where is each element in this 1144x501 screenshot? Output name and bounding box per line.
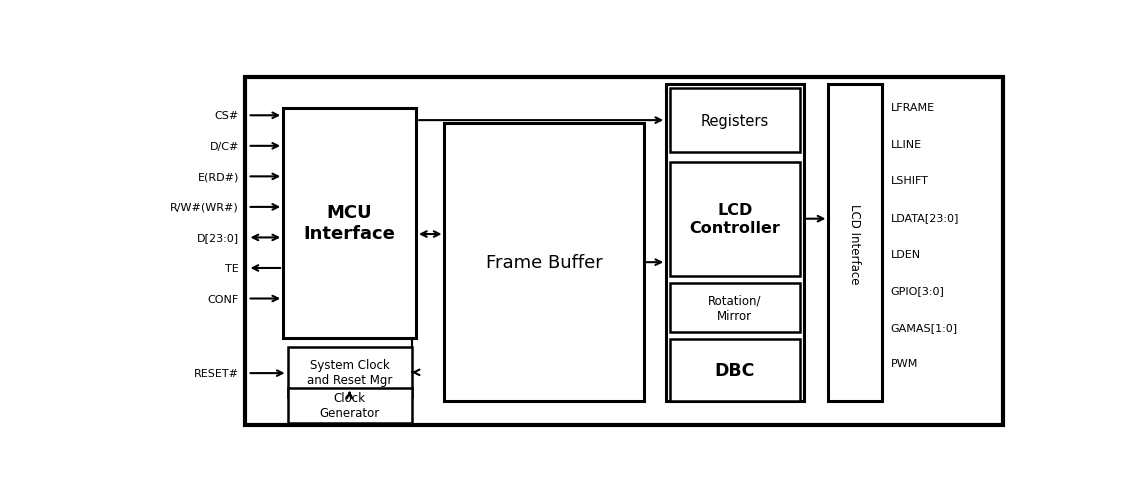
Bar [666,85,803,401]
Text: TE: TE [225,264,239,274]
Text: RESET#: RESET# [193,368,239,378]
Text: LDEN: LDEN [890,249,921,259]
Text: LDATA[23:0]: LDATA[23:0] [890,212,959,222]
Text: Frame Buffer: Frame Buffer [486,254,603,272]
Bar [669,340,800,401]
Text: PWM: PWM [890,359,917,369]
Text: DBC: DBC [715,362,755,380]
Text: D[23:0]: D[23:0] [197,233,239,243]
Text: E(RD#): E(RD#) [198,172,239,182]
Bar [287,388,412,423]
Text: D/C#: D/C# [209,142,239,151]
Text: LCD
Controller: LCD Controller [690,203,780,235]
Text: Rotation/
Mirror: Rotation/ Mirror [708,294,762,322]
Bar [445,124,644,401]
Text: GPIO[3:0]: GPIO[3:0] [890,286,944,296]
Text: LLINE: LLINE [890,140,922,150]
Text: Clock
Generator: Clock Generator [319,391,380,419]
Bar [283,108,416,338]
Bar [669,162,800,276]
Bar [287,348,412,398]
Text: CONF: CONF [207,294,239,304]
Text: LSHIFT: LSHIFT [890,176,928,186]
Text: Registers: Registers [700,113,769,128]
Text: GAMAS[1:0]: GAMAS[1:0] [890,322,958,332]
Text: LCD Interface: LCD Interface [849,203,861,284]
Text: MCU
Interface: MCU Interface [303,204,396,242]
Text: System Clock
and Reset Mgr: System Clock and Reset Mgr [307,359,392,387]
Text: LFRAME: LFRAME [890,103,935,113]
Bar [828,85,882,401]
Text: R/W#(WR#): R/W#(WR#) [170,202,239,212]
Bar [669,89,800,153]
Text: CS#: CS# [215,111,239,121]
Bar [245,78,1003,425]
Bar [669,284,800,332]
